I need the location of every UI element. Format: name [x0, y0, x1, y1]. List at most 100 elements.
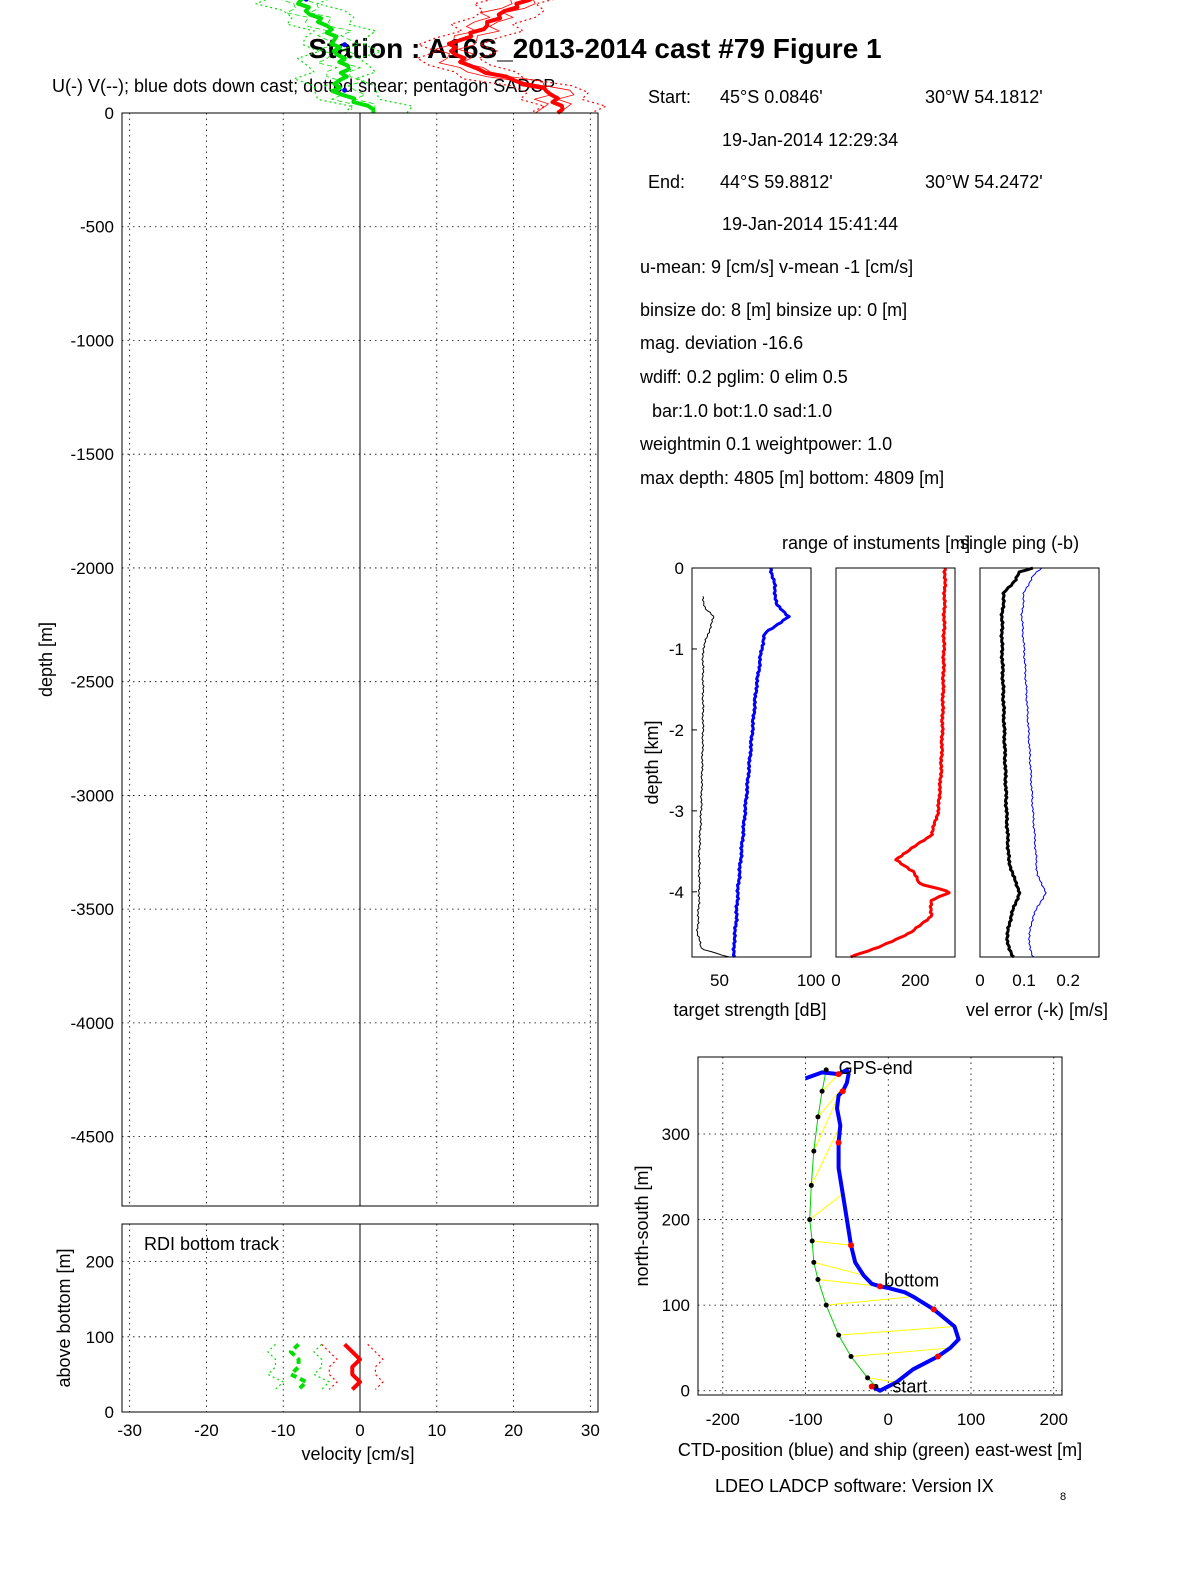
bar-weights: bar:1.0 bot:1.0 sad:1.0 — [652, 401, 832, 421]
downcast-dot — [342, 42, 348, 48]
plots-layer: 0-500-1000-1500-2000-2500-3000-3500-4000… — [36, 0, 1108, 1464]
ship-ctd-link — [817, 1278, 881, 1287]
y-tick-label: -4500 — [71, 1128, 114, 1147]
y-axis-label: above bottom [m] — [54, 1248, 74, 1387]
target-strength-chart: 50 100 0 -1 -2 -3 -4 depth [km] target strength … — [642, 559, 827, 1020]
x-tick-label: -30 — [117, 1421, 142, 1440]
ship-ctd-link — [810, 1125, 841, 1186]
y-tick-label: -2 — [669, 721, 684, 740]
ship-ctd-link — [813, 1261, 864, 1276]
x-axis-label: velocity [cm/s] — [301, 1444, 414, 1464]
ctd-marker — [930, 1306, 937, 1313]
velocity-error-chart: 0 0.1 0.2 single ping (-b) vel error (-k) [m… — [960, 533, 1108, 1020]
figure-subtitle: U(-) V(--); blue dots down cast; dotted … — [52, 76, 555, 96]
x-tick-label: 20 — [504, 1421, 523, 1440]
u-bt-line — [343, 1342, 362, 1391]
ship-ctd-link — [812, 1240, 852, 1246]
end-label: End: — [648, 172, 685, 192]
ship-marker — [809, 1238, 815, 1244]
ship-marker — [865, 1375, 871, 1381]
y-tick-label: 0 — [105, 104, 114, 123]
x-tick-label: 10 — [427, 1421, 446, 1440]
instrument-range-red-line — [850, 567, 951, 959]
ship-ctd-link — [838, 1326, 955, 1336]
u-bt-shear — [367, 1343, 384, 1390]
velocity-profile-chart: 0 -500 -1000 -1500 -2000 -2500 -3000 -3500 -4000… — [36, 0, 607, 1206]
track-label-GPS-end: GPS-end — [839, 1058, 913, 1078]
ship-ctd-link — [867, 1377, 897, 1383]
ctd-marker — [839, 1088, 846, 1095]
y-tick-label: -1 — [669, 640, 684, 659]
bottom-track-chart: -30 -20 -10 0 10 20 30 0 100 200 RDI bottom track v… — [54, 1224, 600, 1464]
x-tick-label: 0 — [975, 971, 984, 990]
x-tick-label: 0 — [884, 1410, 893, 1429]
x-tick-label: 100 — [797, 971, 825, 990]
v-bt-line — [288, 1342, 309, 1391]
start-time: 19-Jan-2014 12:29:34 — [722, 130, 898, 150]
velocity-profile-frame — [121, 112, 599, 1207]
instrument-range-chart: 0 200 range of instuments [m] — [782, 533, 970, 990]
mag-deviation: mag. deviation -16.6 — [640, 333, 803, 353]
target-strength-frame — [691, 567, 812, 958]
ship-marker — [873, 1383, 879, 1389]
start-lon: 30°W 54.1812' — [925, 87, 1043, 107]
ship-marker — [823, 1302, 829, 1308]
ship-marker — [811, 1148, 817, 1154]
y-axis-label: north-south [m] — [632, 1165, 652, 1286]
track-label-start: start — [892, 1376, 927, 1396]
x-tick-label: 200 — [901, 971, 929, 990]
ship-marker — [836, 1332, 842, 1338]
y-tick-label: 0 — [675, 559, 684, 578]
ship-marker — [811, 1259, 817, 1265]
y-tick-label: -1000 — [71, 331, 114, 350]
weightmin: weightmin 0.1 weightpower: 1.0 — [639, 434, 892, 454]
range-title: range of instuments [m] — [782, 533, 970, 553]
x-tick-label: -20 — [194, 1421, 219, 1440]
ctd-marker — [934, 1353, 941, 1360]
end-lon: 30°W 54.2472' — [925, 172, 1043, 192]
x-tick-label: 0.1 — [1012, 971, 1036, 990]
bottom-track-frame — [121, 1223, 599, 1413]
single-ping-title: single ping (-b) — [960, 533, 1079, 553]
ship-track — [809, 1069, 877, 1387]
x-axis-label: target strength [dB] — [673, 1000, 826, 1020]
ship-marker — [823, 1067, 829, 1073]
footer-text: LDEO LADCP software: Version IX — [715, 1476, 994, 1496]
x-tick-label: 0.2 — [1056, 971, 1080, 990]
downcast-dot — [342, 87, 348, 93]
y-tick-label: -3 — [669, 802, 684, 821]
y-tick-label: -1500 — [71, 445, 114, 464]
y-tick-label: 300 — [662, 1125, 690, 1144]
x-tick-label: 200 — [1040, 1410, 1068, 1429]
ctd-marker — [877, 1283, 883, 1290]
y-tick-label: -4 — [669, 883, 684, 902]
instrument-range-frame — [835, 567, 956, 958]
y-tick-label: -2000 — [71, 559, 114, 578]
y-tick-label: 100 — [86, 1328, 114, 1347]
ship-ctd-link — [851, 1347, 951, 1357]
x-axis-label: CTD-position (blue) and ship (green) eas… — [678, 1440, 1082, 1460]
y-tick-label: 200 — [86, 1253, 114, 1272]
y-tick-label: -500 — [80, 218, 114, 237]
x-tick-label: 0 — [355, 1421, 364, 1440]
y-tick-label: -3500 — [71, 900, 114, 919]
ship-marker — [819, 1088, 825, 1094]
ship-marker — [848, 1353, 854, 1359]
y-tick-label: 0 — [681, 1382, 690, 1401]
ship-marker — [808, 1182, 814, 1188]
figure-title: Station : A16S_2013-2014 cast #79 Figure… — [308, 33, 881, 64]
mean-velocity: u-mean: 9 [cm/s] v-mean -1 [cm/s] — [640, 257, 913, 277]
target-strength-black-line — [696, 596, 730, 958]
y-tick-label: 100 — [662, 1296, 690, 1315]
downcast-dot — [303, 0, 309, 2]
max-depth: max depth: 4805 [m] bottom: 4809 [m] — [640, 468, 944, 488]
cast-info: Start: 45°S 0.0846' 30°W 54.1812' 19-Jan… — [639, 87, 1043, 488]
ship-ctd-link — [809, 1193, 844, 1220]
y-axis-label: depth [km] — [642, 720, 662, 804]
x-tick-label: -100 — [789, 1410, 823, 1429]
u-bt-shear — [321, 1343, 338, 1390]
end-time: 19-Jan-2014 15:41:44 — [722, 214, 898, 234]
x-tick-label: 100 — [957, 1410, 985, 1429]
wdiff: wdiff: 0.2 pglim: 0 elim 0.5 — [639, 367, 848, 387]
end-lat: 44°S 59.8812' — [720, 172, 833, 192]
